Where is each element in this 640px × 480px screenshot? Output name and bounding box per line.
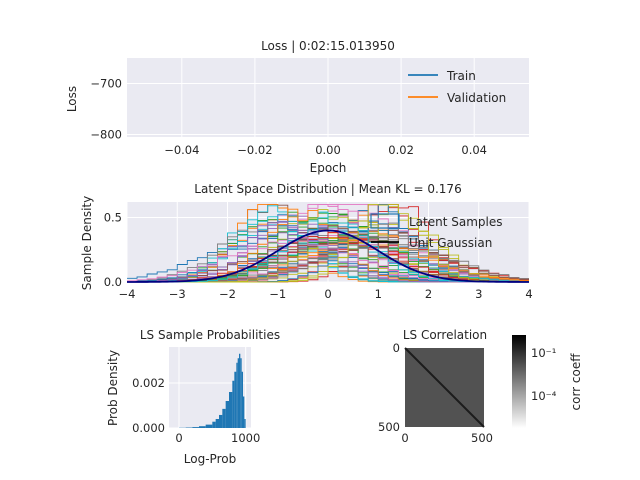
loss-y-label: Loss — [65, 86, 79, 112]
loss-legend: Train Validation — [408, 69, 506, 105]
probability-bar — [219, 414, 223, 428]
probability-bars — [179, 353, 246, 428]
correlation-title: LS Correlation — [403, 328, 487, 342]
loss-x-tick-label: 0.04 — [461, 143, 487, 157]
probability-y-tick-label: 0.002 — [132, 376, 165, 390]
latent-histogram-step — [127, 204, 529, 283]
colorbar-label: corr coeff — [569, 353, 583, 411]
latent-x-ticks: −4 −3 −2 −1 0 1 2 3 4 — [119, 287, 533, 301]
probability-bar — [243, 396, 245, 428]
colorbar — [512, 335, 526, 428]
loss-x-label: Epoch — [310, 161, 347, 175]
latent-x-tick-label: 4 — [525, 287, 532, 301]
loss-legend-train-label: Train — [446, 69, 476, 83]
probability-x-tick-label: 1000 — [231, 431, 260, 445]
latent-title: Latent Space Distribution | Mean KL = 0.… — [194, 182, 461, 196]
latent-legend-samples-swatch — [370, 213, 400, 229]
probability-x-label: Log-Prob — [184, 452, 236, 466]
latent-y-ticks: 0.0 0.5 — [104, 210, 122, 289]
loss-y-tick-label: −800 — [90, 127, 122, 141]
probability-bar — [241, 371, 243, 428]
probability-y-ticks: 0.000 0.002 — [132, 376, 165, 435]
loss-x-ticks: −0.04 −0.02 0.00 0.02 0.04 — [164, 143, 487, 157]
loss-legend-validation-label: Validation — [447, 91, 506, 105]
latent-x-tick-label: −3 — [169, 287, 186, 301]
probability-panel: 0 1000 0.000 0.002 LS Sample Probabilities… — [106, 328, 280, 466]
latent-x-tick-label: 3 — [475, 287, 482, 301]
probability-bar — [229, 392, 233, 428]
latent-y-label: Sample Density — [80, 196, 94, 290]
latent-histogram-step — [127, 220, 529, 283]
correlation-x-tick-0: 0 — [401, 431, 408, 445]
colorbar-tick-bottom: 10⁻⁴ — [531, 389, 557, 403]
loss-grid — [127, 58, 529, 137]
correlation-panel: LS Correlation 0 500 0 500 10⁻¹ 10⁻⁴ cor… — [378, 328, 583, 445]
probability-bar — [237, 358, 239, 428]
latent-legend-gaussian-label: Unit Gaussian — [409, 236, 492, 250]
latent-y-tick-label: 0.5 — [104, 210, 122, 224]
unit-gaussian-curve — [127, 229, 529, 283]
probability-bar — [234, 371, 237, 428]
latent-x-tick-label: 1 — [375, 287, 382, 301]
correlation-diagonal — [404, 347, 485, 428]
latent-x-tick-label: −1 — [269, 287, 286, 301]
correlation-y-tick-500: 500 — [378, 420, 400, 434]
loss-title: Loss | 0:02:15.013950 — [261, 39, 395, 53]
loss-panel: −0.04 −0.02 0.00 0.02 0.04 −800 −700 Loss | 0… — [65, 39, 529, 175]
probability-title: LS Sample Probabilities — [140, 328, 280, 342]
probability-bar — [244, 419, 246, 428]
latent-x-tick-label: −2 — [219, 287, 236, 301]
probability-bar — [192, 427, 199, 428]
loss-y-ticks: −800 −700 — [90, 76, 122, 141]
probability-bar — [225, 401, 229, 428]
latent-histogram-step — [127, 217, 529, 283]
probability-bar — [240, 358, 242, 428]
latent-panel: −4 −3 −2 −1 0 1 2 3 4 0.0 0.5 Latent Space Distri… — [80, 182, 533, 301]
correlation-x-tick-500: 500 — [471, 431, 493, 445]
probability-y-tick-label: 0.000 — [132, 421, 165, 435]
latent-x-tick-label: 0 — [324, 287, 331, 301]
latent-x-tick-label: 2 — [425, 287, 432, 301]
loss-x-tick-label: 0.02 — [388, 143, 414, 157]
probability-bar — [222, 408, 226, 428]
probability-x-ticks: 0 1000 — [175, 431, 260, 445]
probability-bar — [232, 380, 235, 428]
probability-bar — [236, 362, 238, 428]
probability-x-tick-label: 0 — [175, 431, 182, 445]
probability-y-label: Prob Density — [106, 350, 120, 426]
latent-legend-samples-label: Latent Samples — [409, 215, 503, 229]
correlation-y-tick-0: 0 — [393, 341, 400, 355]
probability-bar — [239, 353, 241, 428]
probability-bar — [212, 421, 216, 428]
loss-x-tick-label: −0.04 — [164, 143, 199, 157]
probability-bar — [215, 419, 219, 428]
latent-legend: Latent Samples Unit Gaussian — [370, 213, 503, 250]
loss-x-tick-label: 0.00 — [315, 143, 341, 157]
latent-histograms — [127, 204, 529, 283]
probability-bar — [199, 426, 206, 428]
latent-x-tick-label: −4 — [119, 287, 136, 301]
probability-bar — [205, 424, 213, 428]
colorbar-tick-top: 10⁻¹ — [531, 346, 556, 360]
latent-y-tick-label: 0.0 — [104, 275, 122, 289]
loss-y-tick-label: −700 — [90, 76, 122, 90]
loss-x-tick-label: −0.02 — [237, 143, 272, 157]
